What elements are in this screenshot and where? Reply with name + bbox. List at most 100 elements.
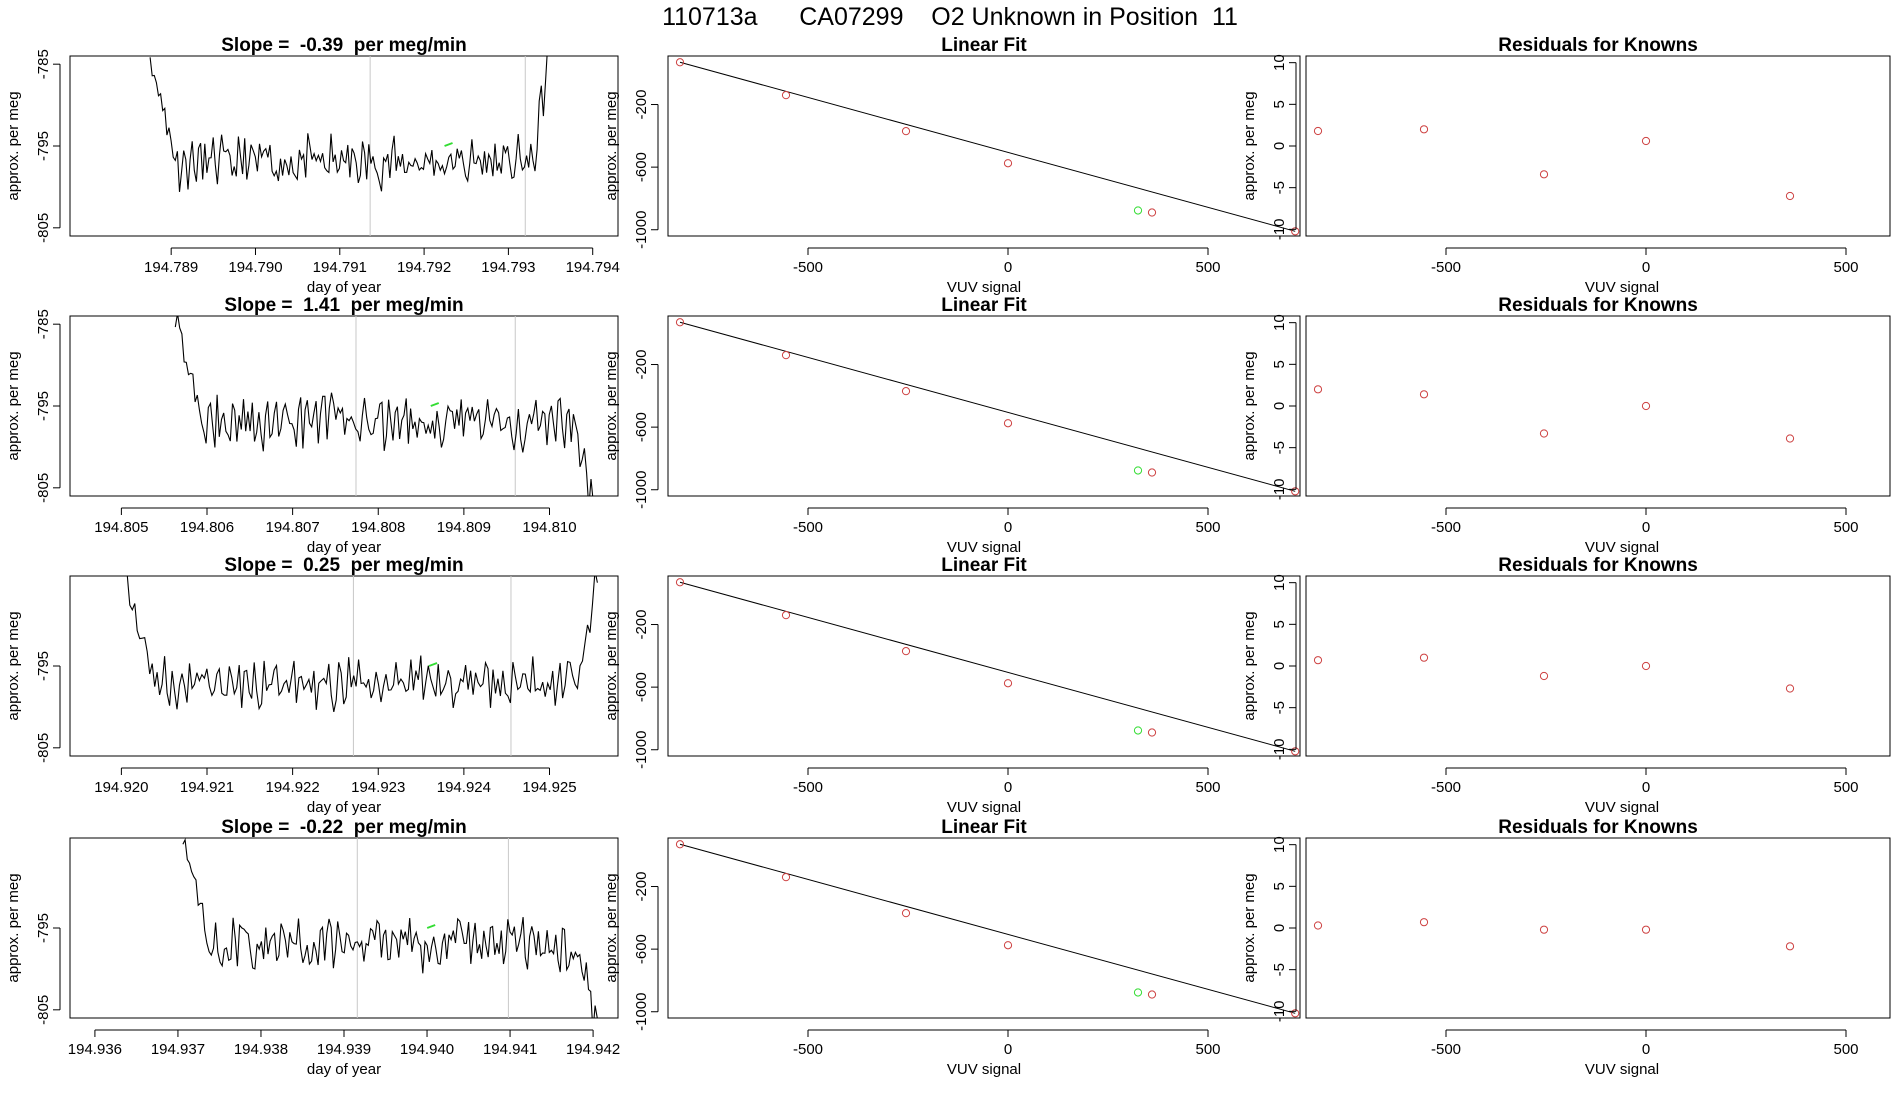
residual-point <box>1641 661 1651 671</box>
plot-frame <box>69 315 619 497</box>
y-tick-label: 10 <box>1271 574 1288 591</box>
unknown-point <box>1133 726 1143 735</box>
x-tick-label: 194.936 <box>68 1041 122 1058</box>
panel-title: Residuals for Knowns <box>1498 555 1698 576</box>
panel-2-2: Linear Fit approx. per meg VUV signal -500 0… <box>603 295 1301 556</box>
y-axis-label: approx. per meg <box>603 91 620 200</box>
residual-point <box>1785 684 1795 693</box>
y-tick-label: -600 <box>633 672 650 702</box>
known-point <box>1003 159 1013 168</box>
plot-frame <box>667 315 1301 497</box>
panels: Slope = -0.39 per meg/min approx. per meg… <box>5 35 1891 1078</box>
panel-1-2: Linear Fit approx. per meg VUV signal -500 0… <box>603 35 1301 296</box>
residual-point <box>1785 942 1795 951</box>
x-tick-label: -500 <box>793 259 823 276</box>
plot-frame <box>667 837 1301 1019</box>
x-tick-label: 0 <box>1004 1041 1012 1058</box>
known-point <box>1003 419 1013 428</box>
known-point <box>675 318 685 327</box>
x-tick-label: 194.810 <box>522 519 576 536</box>
known-point <box>781 351 791 360</box>
x-tick-label: 194.923 <box>351 779 405 796</box>
plot-area <box>126 576 598 756</box>
y-tick-label: 5 <box>1271 100 1288 108</box>
y-tick-label: 0 <box>1271 402 1288 410</box>
plot-frame <box>1305 55 1891 237</box>
residual-point <box>1313 921 1323 930</box>
panel-title: Linear Fit <box>941 817 1027 838</box>
y-tick-label: -5 <box>1271 181 1288 194</box>
y-tick-label: -600 <box>633 934 650 964</box>
known-point <box>901 647 911 656</box>
residual-point <box>1313 656 1323 665</box>
panel-title: Linear Fit <box>941 555 1027 576</box>
known-point <box>1291 487 1300 496</box>
y-tick-label: 0 <box>1271 924 1288 932</box>
known-point <box>1147 468 1157 477</box>
x-tick-label: 0 <box>1642 259 1650 276</box>
x-tick-label: 500 <box>1833 259 1858 276</box>
fit-line <box>679 581 1296 752</box>
x-tick-label: 194.942 <box>566 1041 620 1058</box>
x-axis-label: VUV signal <box>1585 539 1659 556</box>
x-tick-label: 500 <box>1833 1041 1858 1058</box>
residual-point <box>1539 429 1549 438</box>
x-tick-label: 194.792 <box>397 259 451 276</box>
known-point <box>1291 227 1300 236</box>
x-tick-label: 0 <box>1004 519 1012 536</box>
y-tick-label: -600 <box>633 152 650 182</box>
known-point <box>1003 941 1013 950</box>
unknown-window-marker <box>428 662 438 667</box>
x-tick-label: 194.941 <box>483 1041 537 1058</box>
residual-point <box>1785 434 1795 443</box>
plot-frame <box>69 575 619 757</box>
known-point <box>901 127 911 136</box>
y-tick-label: -805 <box>35 473 52 503</box>
y-tick-label: -795 <box>35 651 52 681</box>
x-tick-label: 0 <box>1004 259 1012 276</box>
x-tick-label: 194.791 <box>313 259 367 276</box>
residual-point <box>1313 126 1323 136</box>
y-tick-label: 0 <box>1271 662 1288 670</box>
y-tick-label: -200 <box>633 872 650 902</box>
y-axis-label: approx. per meg <box>5 91 22 200</box>
y-axis-label: approx. per meg <box>1241 611 1258 720</box>
known-point <box>781 611 791 620</box>
unknown-window-marker <box>444 142 453 147</box>
unknown-point <box>1133 206 1143 215</box>
x-tick-label: 500 <box>1833 779 1858 796</box>
y-tick-label: -10 <box>1271 218 1288 240</box>
x-tick-label: -500 <box>793 519 823 536</box>
x-tick-label: 194.809 <box>437 519 491 536</box>
x-axis-label: VUV signal <box>1585 799 1659 816</box>
x-tick-label: 194.940 <box>400 1041 454 1058</box>
x-tick-label: 500 <box>1195 519 1220 536</box>
residual-point <box>1539 671 1549 681</box>
y-tick-label: -10 <box>1271 1000 1288 1022</box>
x-axis-label: day of year <box>307 799 381 816</box>
x-axis-label: day of year <box>307 539 381 556</box>
x-tick-label: 194.807 <box>266 519 320 536</box>
y-tick-label: -5 <box>1271 701 1288 714</box>
signal-trace <box>182 838 598 1018</box>
x-tick-label: 0 <box>1004 779 1012 796</box>
y-tick-label: 10 <box>1271 314 1288 331</box>
signal-trace <box>126 576 598 713</box>
unknown-window-marker <box>430 402 440 407</box>
panel-title: Slope = 1.41 per meg/min <box>224 295 463 316</box>
y-tick-label: 5 <box>1271 882 1288 890</box>
x-axis-label: day of year <box>307 279 381 296</box>
plot-area <box>675 578 1300 756</box>
y-axis-label: approx. per meg <box>5 611 22 720</box>
y-tick-label: -10 <box>1271 738 1288 760</box>
y-tick-label: -795 <box>35 913 52 943</box>
x-axis-label: day of year <box>307 1061 381 1078</box>
y-tick-label: -600 <box>633 412 650 442</box>
x-tick-label: 0 <box>1642 519 1650 536</box>
y-tick-label: -1000 <box>633 993 650 1031</box>
panel-title: Slope = -0.39 per meg/min <box>221 35 467 56</box>
x-tick-label: 500 <box>1195 259 1220 276</box>
x-tick-label: 500 <box>1195 779 1220 796</box>
x-axis-label: VUV signal <box>1585 1061 1659 1078</box>
known-point <box>675 58 685 67</box>
